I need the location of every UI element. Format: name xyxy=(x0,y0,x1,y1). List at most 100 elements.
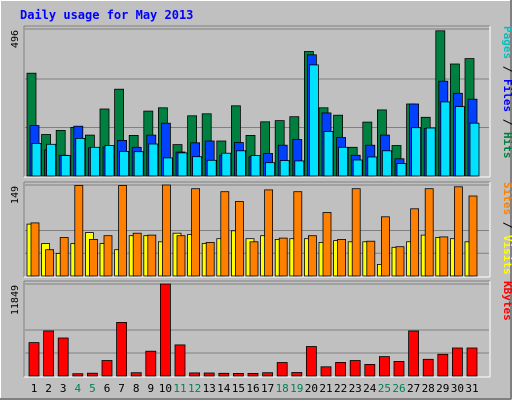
bar-pages-day-18 xyxy=(279,160,290,177)
bar-sites-day-15 xyxy=(234,201,244,277)
day-label-12: 12 xyxy=(188,382,201,395)
bar-kbytes-day-17 xyxy=(262,372,274,377)
bar-pages-day-28 xyxy=(425,127,436,177)
day-label-23: 23 xyxy=(349,382,362,395)
bar-pages-day-26 xyxy=(396,163,407,177)
bar-sites-day-5 xyxy=(89,238,98,277)
bar-kbytes-day-3 xyxy=(57,337,69,377)
bar-kbytes-day-31 xyxy=(466,347,478,377)
bar-kbytes-day-13 xyxy=(203,372,215,377)
bar-sites-day-29 xyxy=(439,236,449,277)
day-label-8: 8 xyxy=(133,382,140,395)
bar-sites-day-25 xyxy=(380,216,390,277)
day-label-2: 2 xyxy=(45,382,52,395)
bar-sites-day-11 xyxy=(176,235,186,277)
day-label-21: 21 xyxy=(319,382,332,395)
bar-kbytes-day-25 xyxy=(378,356,390,377)
legend-sites-visits: Sites / Visits xyxy=(501,182,512,275)
bar-sites-day-27 xyxy=(410,208,420,277)
bar-sites-day-26 xyxy=(395,246,405,277)
bar-kbytes-day-27 xyxy=(408,330,420,377)
bar-sites-day-2 xyxy=(45,249,54,277)
day-label-25: 25 xyxy=(378,382,391,395)
bar-kbytes-day-10 xyxy=(159,283,171,377)
bar-sites-day-23 xyxy=(351,188,361,277)
bar-sites-day-8 xyxy=(132,232,142,277)
bar-kbytes-day-19 xyxy=(291,372,303,377)
bar-sites-day-6 xyxy=(103,235,113,277)
bar-kbytes-day-26 xyxy=(393,360,405,377)
bar-pages-day-7 xyxy=(119,150,129,177)
day-label-20: 20 xyxy=(305,382,318,395)
legend-item-visits: Visits xyxy=(501,235,512,275)
bar-kbytes-day-5 xyxy=(87,372,98,377)
day-label-22: 22 xyxy=(334,382,347,395)
bar-pages-day-17 xyxy=(265,162,276,177)
legend-separator: / xyxy=(501,112,512,132)
bar-pages-day-9 xyxy=(148,143,159,177)
legend-hits-files-pages: Pages / Files / Hits xyxy=(501,26,512,159)
day-label-13: 13 xyxy=(203,382,216,395)
legend-item-hits: Hits xyxy=(501,132,512,159)
day-label-5: 5 xyxy=(89,382,96,395)
bar-kbytes-day-24 xyxy=(364,363,376,377)
bar-sites-day-10 xyxy=(161,184,171,277)
panel-kbytes-area xyxy=(24,281,490,377)
bar-sites-day-22 xyxy=(337,238,347,277)
bar-pages-day-3 xyxy=(60,155,71,177)
day-label-11: 11 xyxy=(173,382,186,395)
chart-panels: 496 Pages / Files / Hits 149 Sites / Visits… xyxy=(10,25,512,378)
bar-kbytes-day-16 xyxy=(247,372,259,377)
bar-pages-day-19 xyxy=(294,160,305,177)
day-label-17: 17 xyxy=(261,382,274,395)
day-label-24: 24 xyxy=(363,382,377,395)
bar-sites-day-9 xyxy=(147,234,157,277)
bar-pages-day-8 xyxy=(133,151,144,177)
bar-sites-day-14 xyxy=(220,191,230,277)
day-label-26: 26 xyxy=(392,382,405,395)
day-label-1: 1 xyxy=(31,382,38,395)
day-label-30: 30 xyxy=(451,382,464,395)
bar-kbytes-day-11 xyxy=(174,344,186,377)
bar-pages-day-1 xyxy=(31,142,42,177)
bar-kbytes-day-15 xyxy=(232,372,244,377)
bar-pages-day-30 xyxy=(454,106,465,177)
day-labels: 1 2 3 4 5 6 7 8 9 10 11 12 13 14 15 16 17 18 19 20 21 22 23 24 2… xyxy=(31,382,479,395)
bar-pages-day-2 xyxy=(46,143,56,177)
legend-item-sites: Sites xyxy=(501,182,512,215)
day-label-14: 14 xyxy=(217,382,231,395)
day-label-15: 15 xyxy=(232,382,245,395)
panel-kbytes: 11849 KBytes xyxy=(10,280,512,378)
bar-pages-day-31 xyxy=(469,122,480,177)
bar-kbytes-day-14 xyxy=(218,372,230,377)
bar-sites-day-18 xyxy=(278,237,288,277)
bar-kbytes-day-6 xyxy=(101,360,113,377)
bar-pages-day-13 xyxy=(206,159,217,177)
bar-kbytes-day-28 xyxy=(422,358,434,377)
bar-pages-day-21 xyxy=(323,131,334,177)
bar-kbytes-day-22 xyxy=(335,361,347,377)
legend-separator: / xyxy=(501,59,512,79)
bar-kbytes-day-4 xyxy=(72,373,84,377)
bar-kbytes-day-21 xyxy=(320,366,332,377)
bar-sites-day-13 xyxy=(205,241,215,277)
bar-sites-day-17 xyxy=(264,189,274,277)
bar-sites-day-20 xyxy=(307,235,317,277)
y-max-label: 149 xyxy=(10,186,21,204)
day-label-28: 28 xyxy=(422,382,435,395)
bar-pages-day-5 xyxy=(90,146,100,177)
day-label-6: 6 xyxy=(104,382,111,395)
bar-kbytes-day-20 xyxy=(305,346,317,377)
panel-hits-files-pages: 496 Pages / Files / Hits xyxy=(10,25,512,178)
bar-sites-day-21 xyxy=(322,212,332,277)
bar-pages-day-6 xyxy=(104,145,115,177)
bar-sites-day-4 xyxy=(74,185,84,277)
bar-pages-day-23 xyxy=(352,159,363,177)
bar-sites-day-24 xyxy=(366,240,376,277)
bar-kbytes-day-2 xyxy=(43,330,54,377)
day-label-3: 3 xyxy=(60,382,67,395)
bar-kbytes-day-29 xyxy=(437,353,449,377)
bar-sites-day-31 xyxy=(468,195,478,277)
day-label-16: 16 xyxy=(246,382,259,395)
